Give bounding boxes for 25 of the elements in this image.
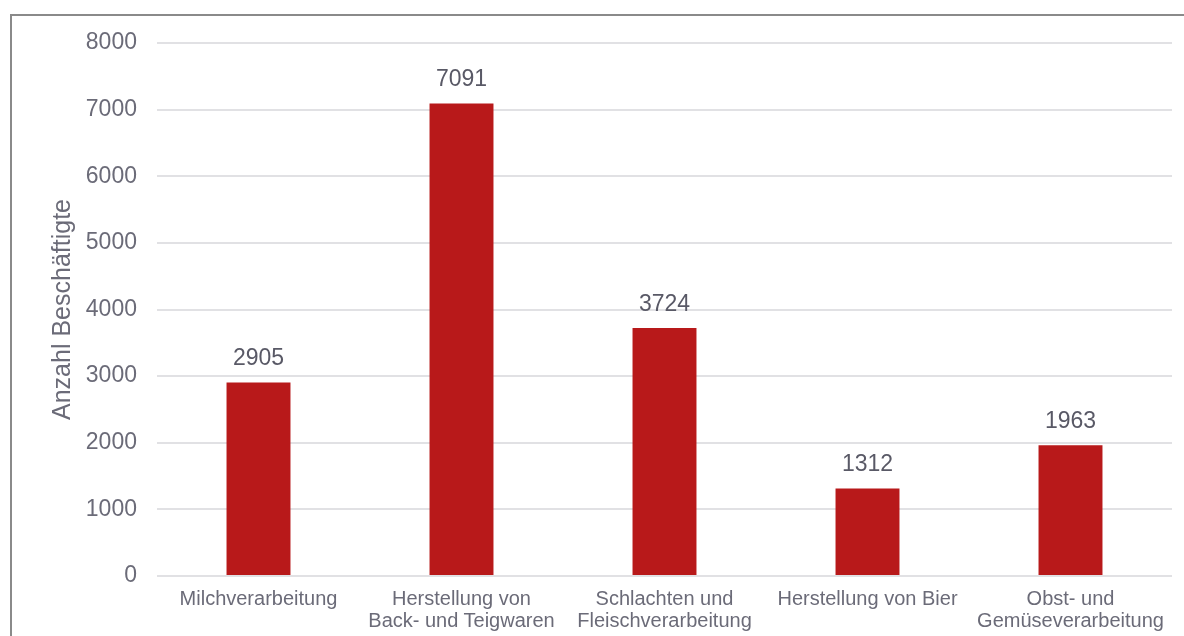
y-tick-label: 1000	[85, 494, 137, 521]
x-tick-label: Herstellung von Back- und Teigwaren	[368, 586, 555, 631]
bar	[632, 327, 697, 575]
y-tick-label: 4000	[85, 294, 137, 321]
x-tick-label: Obst- und Gemüseverarbeitung	[977, 586, 1164, 631]
y-tick-label: 0	[124, 561, 137, 588]
y-tick-label: 5000	[85, 228, 137, 255]
y-tick-label: 8000	[85, 28, 137, 55]
bar	[1038, 445, 1103, 575]
bar	[429, 103, 494, 575]
data-label: 1312	[841, 450, 894, 477]
y-tick-label: 3000	[85, 361, 137, 388]
data-label: 3724	[638, 289, 691, 316]
x-tick-label: Herstellung von Bier	[777, 586, 958, 609]
bar	[835, 488, 900, 575]
y-tick-label: 7000	[85, 94, 137, 121]
data-label: 7091	[435, 65, 488, 92]
bar	[226, 382, 291, 575]
y-tick-label: 6000	[85, 161, 137, 188]
x-tick-label: Schlachten und Fleischverarbeitung	[577, 586, 752, 631]
data-label: 2905	[232, 344, 285, 371]
x-tick-label: Milchverarbeitung	[179, 586, 338, 609]
y-axis-title: Anzahl Beschäftigte	[46, 199, 75, 420]
y-tick-label: 2000	[85, 428, 137, 455]
data-label: 1963	[1044, 407, 1097, 434]
